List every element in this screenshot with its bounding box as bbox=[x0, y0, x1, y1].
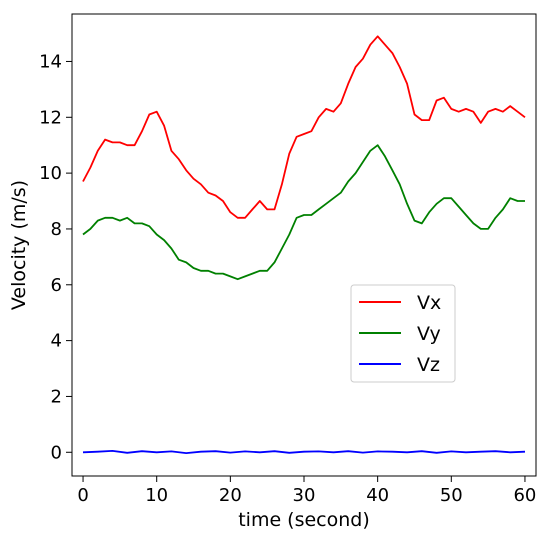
y-tick-label: 8 bbox=[51, 219, 62, 240]
legend-box bbox=[350, 284, 456, 383]
series-line-vx bbox=[82, 35, 526, 219]
y-axis-ticks: 0 2 4 6 8 10 12 14 bbox=[39, 51, 72, 463]
legend: Vx Vy Vz bbox=[350, 284, 456, 383]
y-axis-label: Velocity (m/s) bbox=[8, 180, 30, 310]
series-line-vy bbox=[82, 144, 525, 281]
y-tick-label: 0 bbox=[51, 442, 62, 463]
y-tick-label: 4 bbox=[51, 331, 62, 352]
series-line-vz bbox=[82, 449, 526, 455]
y-tick-label: 14 bbox=[39, 51, 62, 72]
y-tick-label: 2 bbox=[51, 386, 62, 407]
y-tick-label: 10 bbox=[39, 163, 62, 184]
x-axis-label: time (second) bbox=[238, 509, 370, 531]
x-tick-label: 40 bbox=[366, 485, 389, 506]
legend-label-vy: Vy bbox=[417, 323, 441, 345]
y-tick-label: 6 bbox=[51, 275, 62, 296]
x-axis-ticks: 0 10 20 30 40 50 60 bbox=[77, 476, 536, 506]
legend-label-vx: Vx bbox=[417, 292, 441, 314]
x-tick-label: 60 bbox=[513, 485, 536, 506]
x-tick-label: 50 bbox=[440, 485, 463, 506]
series-layer bbox=[82, 35, 526, 455]
y-tick-label: 12 bbox=[39, 107, 62, 128]
x-tick-label: 10 bbox=[145, 485, 168, 506]
x-tick-label: 0 bbox=[77, 485, 88, 506]
plot-frame bbox=[71, 13, 537, 477]
x-tick-label: 20 bbox=[219, 485, 242, 506]
plot-area bbox=[71, 13, 537, 477]
legend-label-vz: Vz bbox=[417, 354, 440, 376]
x-tick-label: 30 bbox=[293, 485, 316, 506]
